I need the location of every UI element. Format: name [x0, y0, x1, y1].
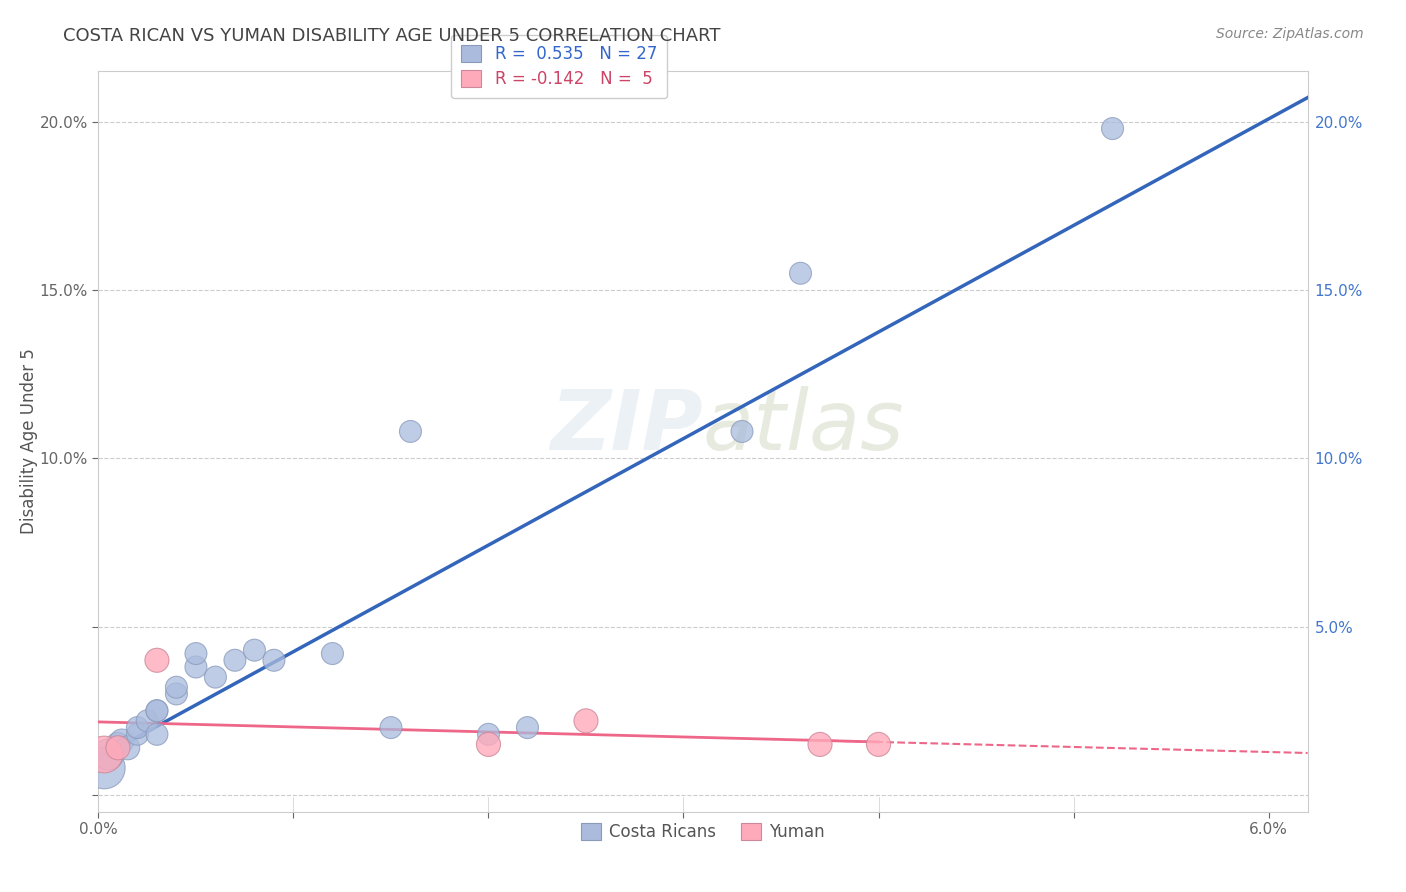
Point	[107, 738, 129, 752]
Point	[165, 680, 187, 694]
Point	[477, 727, 499, 741]
Point	[146, 704, 169, 718]
Point	[146, 653, 169, 667]
Point	[789, 266, 811, 280]
Point	[146, 727, 169, 741]
Point	[808, 738, 831, 752]
Point	[136, 714, 159, 728]
Point	[165, 687, 187, 701]
Point	[93, 747, 115, 762]
Text: ZIP: ZIP	[550, 386, 703, 467]
Point	[127, 727, 149, 741]
Point	[184, 647, 207, 661]
Point	[575, 714, 598, 728]
Text: Source: ZipAtlas.com: Source: ZipAtlas.com	[1216, 27, 1364, 41]
Point	[184, 660, 207, 674]
Point	[107, 740, 129, 755]
Point	[117, 740, 139, 755]
Point	[146, 704, 169, 718]
Y-axis label: Disability Age Under 5: Disability Age Under 5	[20, 349, 38, 534]
Point	[868, 738, 890, 752]
Point	[380, 721, 402, 735]
Point	[399, 425, 422, 439]
Point	[93, 761, 115, 775]
Point	[224, 653, 246, 667]
Point	[731, 425, 754, 439]
Text: atlas: atlas	[703, 386, 904, 467]
Point	[111, 734, 134, 748]
Point	[97, 747, 120, 762]
Point	[127, 721, 149, 735]
Point	[516, 721, 538, 735]
Point	[1101, 121, 1123, 136]
Text: COSTA RICAN VS YUMAN DISABILITY AGE UNDER 5 CORRELATION CHART: COSTA RICAN VS YUMAN DISABILITY AGE UNDE…	[63, 27, 721, 45]
Point	[204, 670, 226, 684]
Point	[243, 643, 266, 657]
Point	[321, 647, 343, 661]
Point	[477, 738, 499, 752]
Legend: Costa Ricans, Yuman: Costa Ricans, Yuman	[574, 816, 832, 847]
Point	[263, 653, 285, 667]
